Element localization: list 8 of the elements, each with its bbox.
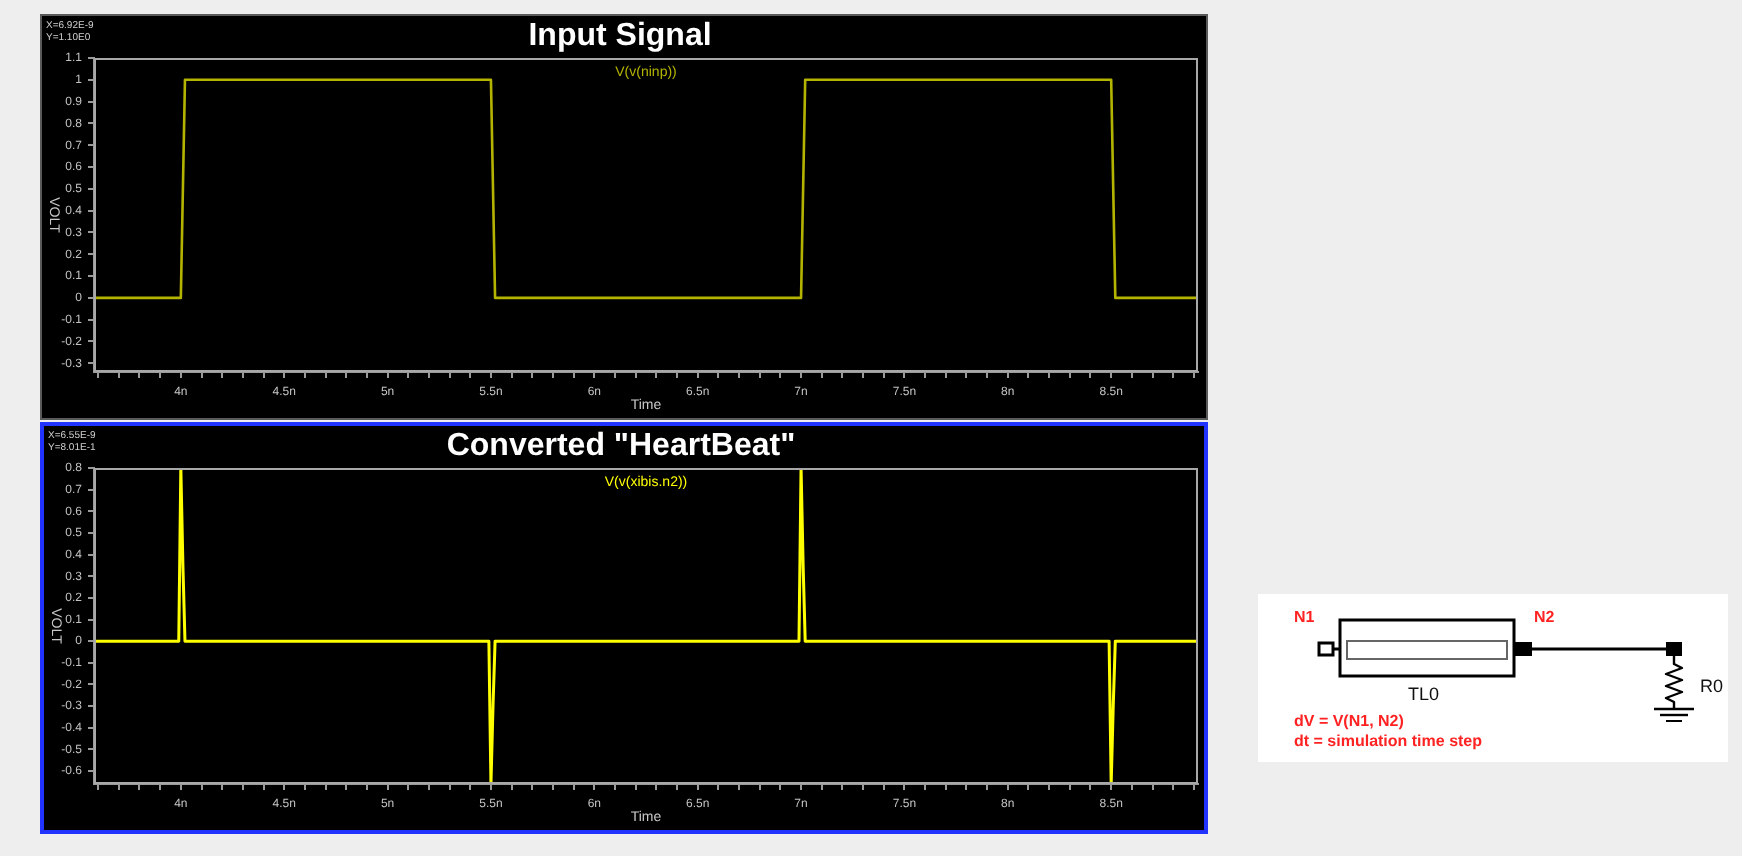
text: TL0: [1408, 684, 1440, 704]
text: dV = V(N1, N2): [1294, 712, 1404, 730]
chart-title: Converted "HeartBeat": [446, 428, 796, 463]
text: dt = simulation time step: [1294, 732, 1483, 750]
text: N1: [1294, 608, 1315, 626]
text: R0: [1700, 676, 1724, 696]
text: N2: [1534, 608, 1555, 626]
chart-title: Input Signal: [528, 18, 712, 53]
